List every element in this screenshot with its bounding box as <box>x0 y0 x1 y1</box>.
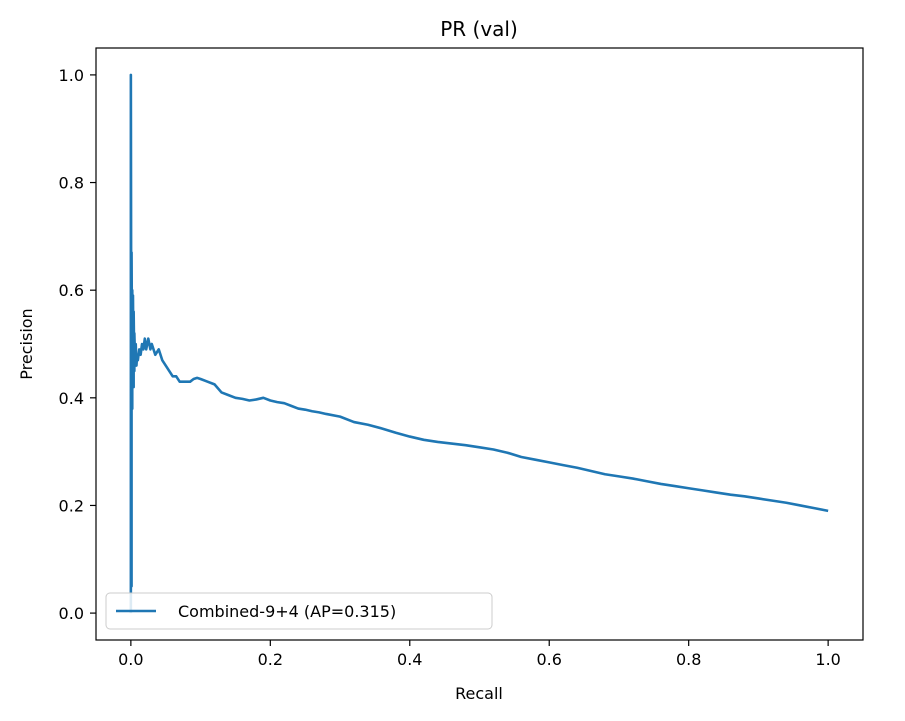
y-tick-label: 0.0 <box>59 604 84 623</box>
legend-box <box>105 592 493 630</box>
x-tick-label: 0.8 <box>676 650 701 669</box>
series-line-0 <box>129 73 829 614</box>
x-tick-label: 0.0 <box>118 650 143 669</box>
y-tick-label: 0.4 <box>59 389 84 408</box>
legend-entry: Combined-9+4 (AP=0.315) <box>178 602 396 621</box>
legend: Combined-9+4 (AP=0.315) <box>105 592 493 630</box>
y-tick-label: 0.8 <box>59 174 84 193</box>
x-axis-label: Recall <box>455 684 503 703</box>
y-tick-label: 0.2 <box>59 496 84 515</box>
x-tick-label: 0.6 <box>537 650 562 669</box>
x-tick-label: 0.2 <box>258 650 283 669</box>
y-axis-label: Precision <box>17 308 36 379</box>
chart-title: PR (val) <box>440 17 518 41</box>
x-tick-label: 0.4 <box>397 650 422 669</box>
y-tick-label: 0.6 <box>59 281 84 300</box>
y-tick-label: 1.0 <box>59 66 84 85</box>
x-axis: 0.0 0.2 0.4 0.6 0.8 1.0 <box>118 640 841 669</box>
y-axis: 0.0 0.2 0.4 0.6 0.8 1.0 <box>59 66 96 623</box>
plot-area <box>95 47 864 641</box>
x-tick-label: 1.0 <box>815 650 840 669</box>
plot-frame <box>95 47 864 641</box>
